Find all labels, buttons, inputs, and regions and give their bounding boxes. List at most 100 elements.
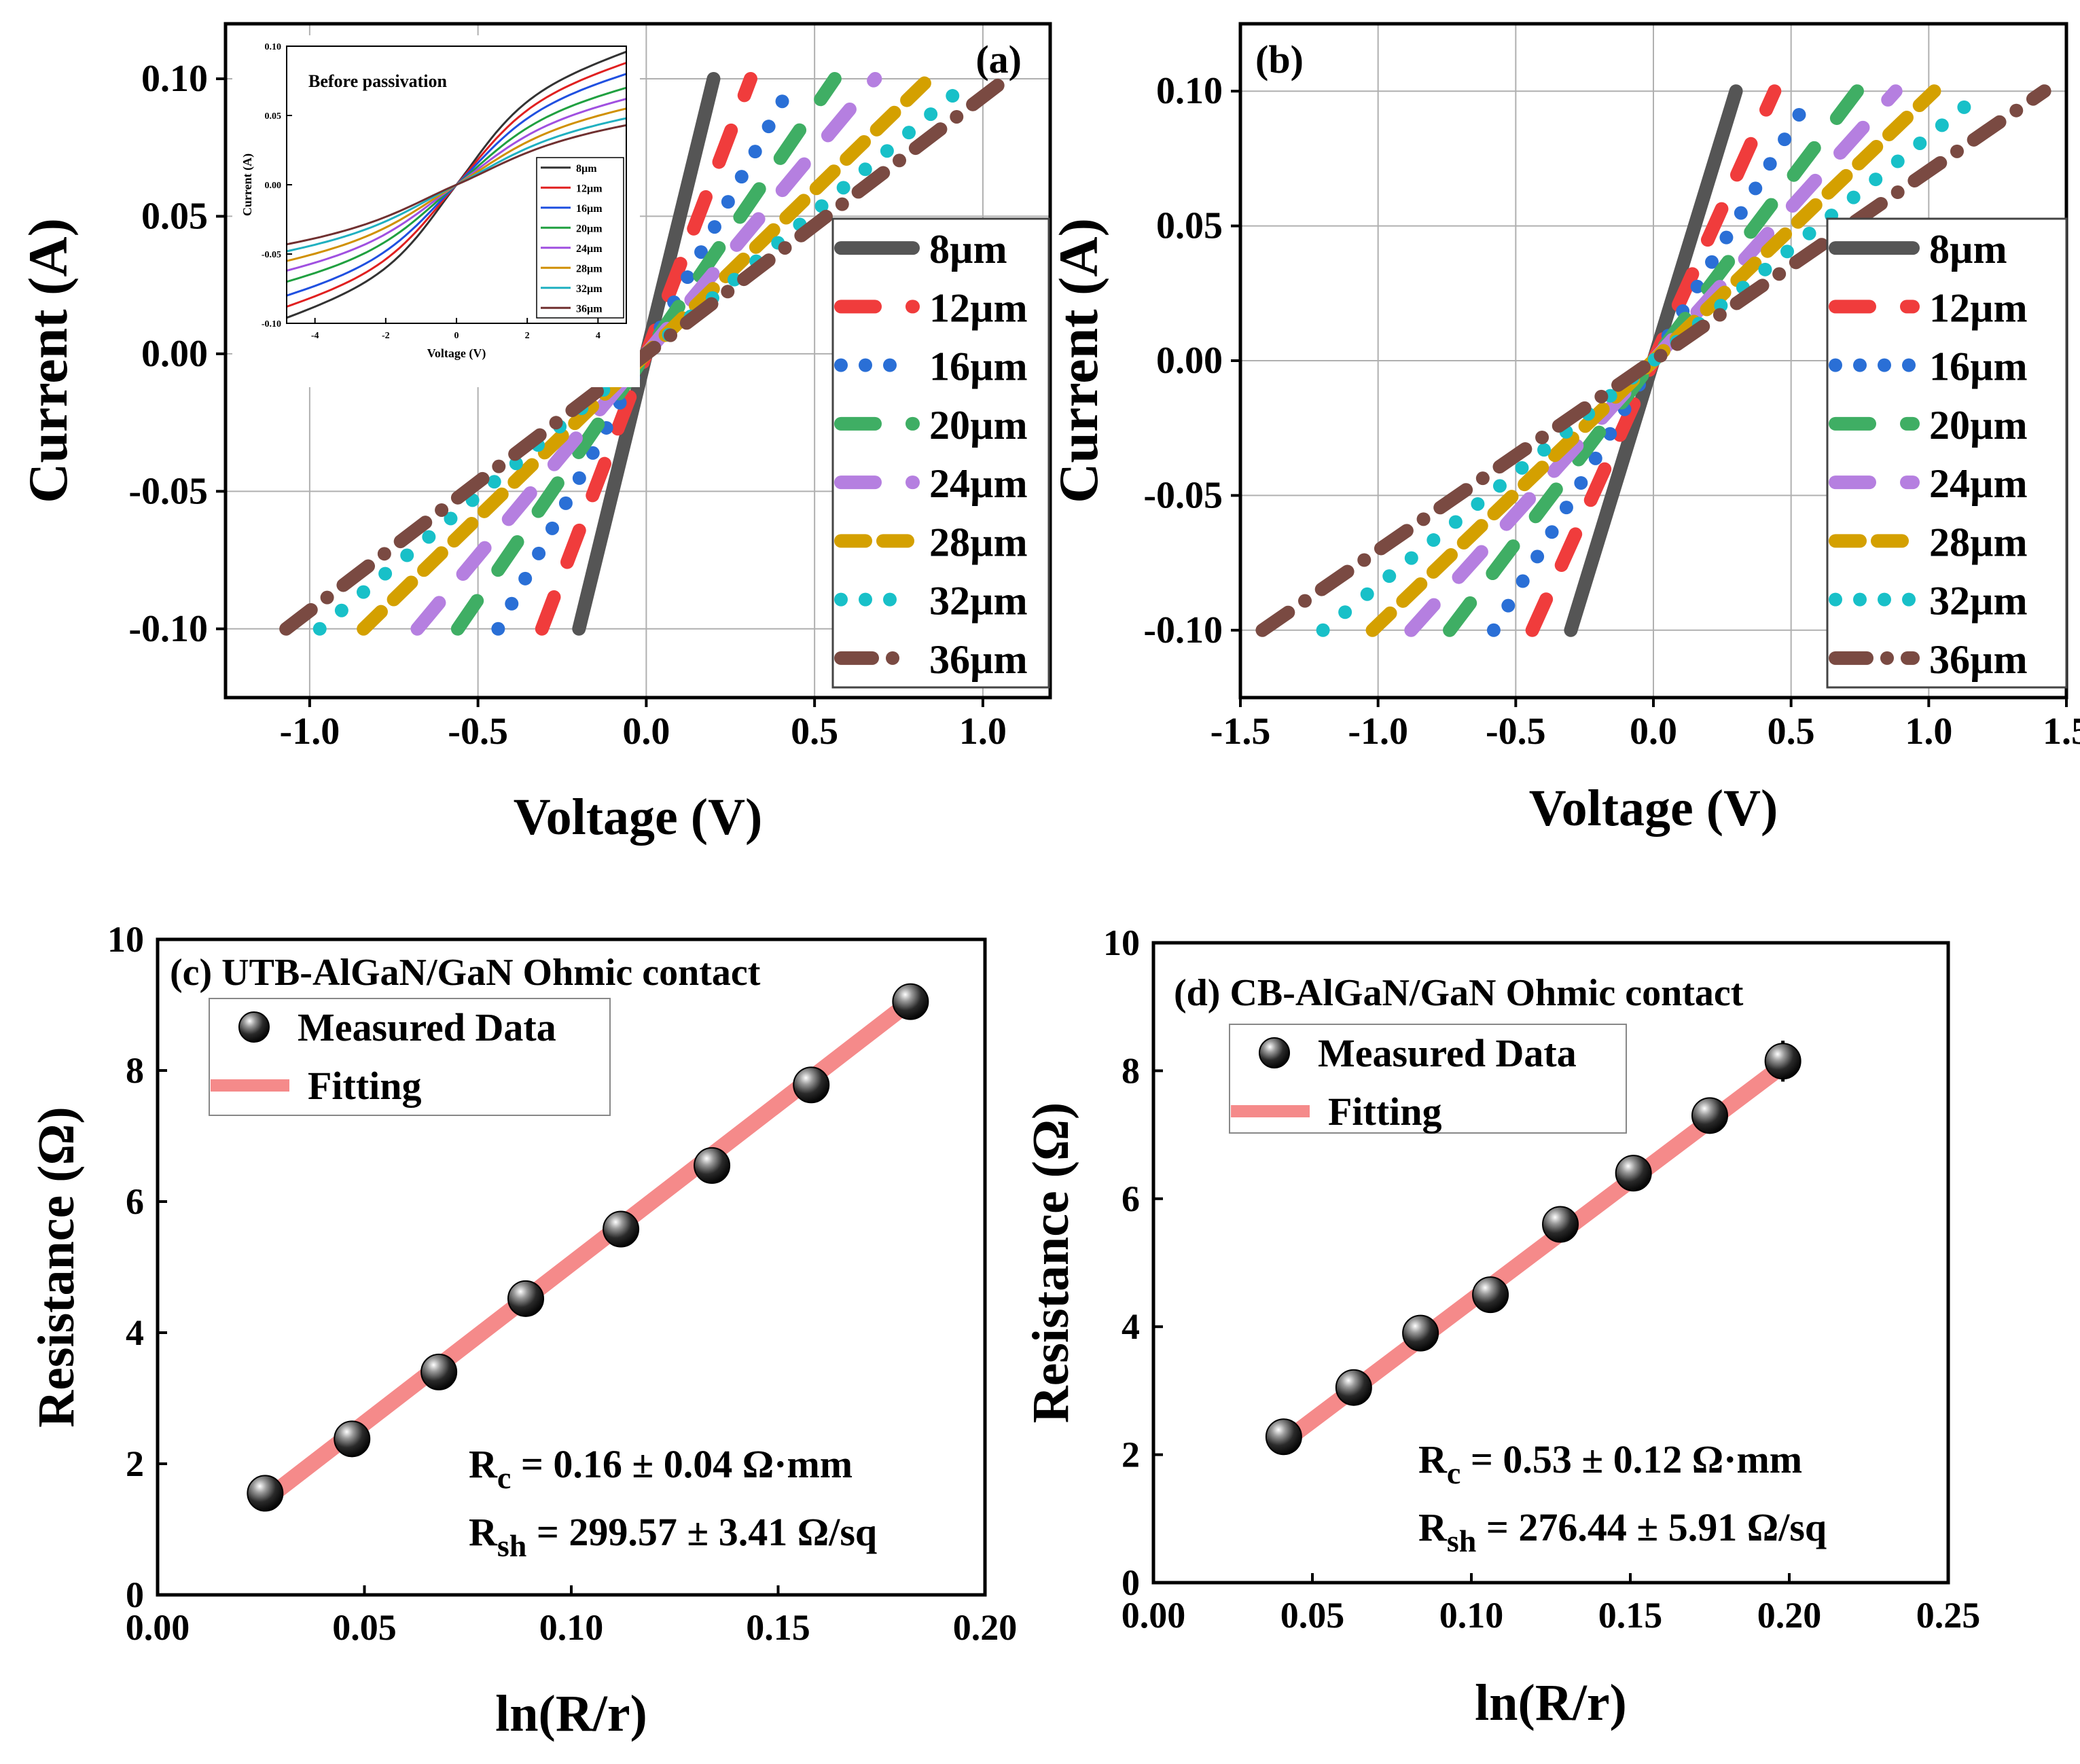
y-tick-label: 0.10 bbox=[1156, 70, 1223, 112]
plot-frame bbox=[223, 22, 1052, 700]
x-tick-label: 0.05 bbox=[332, 1607, 397, 1648]
y-tick-label: 8 bbox=[1122, 1050, 1140, 1091]
y-tick-label: -0.05 bbox=[128, 470, 208, 512]
inset-x-axis-label: Voltage (V) bbox=[427, 346, 486, 361]
y-axis-label: Current (A) bbox=[1047, 218, 1109, 503]
legend-label-1: 8µm bbox=[929, 227, 1007, 272]
data-point-5 bbox=[603, 1210, 640, 1248]
data-point-3 bbox=[1402, 1314, 1439, 1352]
x-tick-label: -0.5 bbox=[448, 710, 508, 753]
x-tick-label: -1.0 bbox=[280, 710, 340, 753]
legend-box bbox=[1826, 217, 2068, 689]
x-tick-label: 0.10 bbox=[539, 1607, 604, 1648]
y-tick-label: 0 bbox=[126, 1574, 144, 1615]
inset-x-tick-label: -4 bbox=[311, 331, 319, 341]
inset-legend-label-3: 16µm bbox=[576, 203, 603, 215]
panel-label: (b) bbox=[1255, 37, 1304, 82]
x-tick-label: 0.00 bbox=[1122, 1595, 1186, 1636]
inset-y-tick-label: 0.05 bbox=[265, 111, 282, 122]
inset-y-tick-label: 0.10 bbox=[265, 42, 282, 52]
y-tick-label: 0 bbox=[1122, 1562, 1140, 1603]
x-tick-label: 0.0 bbox=[622, 710, 670, 753]
inset-y-tick-label: -0.10 bbox=[262, 319, 281, 329]
inset-legend-label-5: 24µm bbox=[576, 243, 603, 255]
inset-y-tick-label: 0.00 bbox=[265, 181, 282, 191]
data-point-7 bbox=[793, 1066, 830, 1104]
annotation-rc-subscript: c bbox=[1447, 1456, 1460, 1490]
x-tick-label: 1.0 bbox=[1905, 710, 1952, 753]
inset-x-tick-label: -2 bbox=[382, 331, 390, 341]
x-tick-label: 0.5 bbox=[1768, 710, 1815, 753]
inset-legend-label-8: 36µm bbox=[576, 303, 603, 314]
series-line-8 bbox=[279, 71, 1014, 636]
y-tick-label: 0.00 bbox=[141, 333, 208, 375]
data-point-4 bbox=[1472, 1276, 1509, 1314]
annotation-rsh-subscript: sh bbox=[497, 1528, 526, 1563]
annotation-rsh: Rsh = 299.57 ± 3.41 Ω/sq bbox=[469, 1510, 877, 1563]
data-point-3 bbox=[420, 1353, 458, 1390]
x-tick-label: 0.15 bbox=[1598, 1595, 1663, 1636]
y-tick-label: -0.10 bbox=[1143, 609, 1223, 651]
panel-b: -0.10 -0.05 0.00 0.05 0.10 -1.5 -1.0 -0.5 0.0 0.5… bbox=[1047, 22, 2080, 837]
legend-label-4: 20µm bbox=[1929, 403, 2028, 448]
y-axis-label: Resistance (Ω) bbox=[28, 1106, 85, 1427]
inset-title: Before passivation bbox=[308, 71, 447, 91]
panel-title: (c) UTB-AlGaN/GaN Ohmic contact bbox=[170, 952, 761, 994]
x-axis-label: ln(R/r) bbox=[1475, 1674, 1627, 1731]
annotation-rsh: Rsh = 276.44 ± 5.91 Ω/sq bbox=[1418, 1505, 1827, 1558]
inset: -0.10 -0.05 0.00 0.05 0.10 -4 -2 0 2 4 Voltage (V)… bbox=[232, 35, 640, 387]
y-tick-label: 10 bbox=[1103, 922, 1140, 963]
legend-label-5: 24µm bbox=[929, 461, 1028, 506]
legend-label-8: 36µm bbox=[1929, 637, 2028, 682]
y-tick-label: 0.05 bbox=[141, 195, 208, 237]
y-tick-label: -0.05 bbox=[1143, 474, 1223, 516]
annotation-rsh-value: = 276.44 ± 5.91 Ω/sq bbox=[1476, 1505, 1827, 1549]
inset-x-tick-label: 4 bbox=[596, 331, 600, 341]
inset-legend-label-6: 28µm bbox=[576, 263, 603, 274]
inset-y-tick-label: -0.05 bbox=[262, 250, 281, 260]
legend-label-8: 36µm bbox=[929, 637, 1028, 682]
annotation-rsh-symbol: R bbox=[1418, 1505, 1448, 1549]
panel-c: 0 2 4 6 8 10 0.00 0.05 0.10 0.15 0.20 ln(R/r) Resist… bbox=[28, 919, 1017, 1742]
y-tick-label: 6 bbox=[1122, 1178, 1140, 1219]
legend-label-6: 28µm bbox=[929, 520, 1028, 564]
y-tick-label: 0.00 bbox=[1156, 340, 1223, 382]
y-tick-label: -0.10 bbox=[128, 608, 208, 650]
x-axis-label: Voltage (V) bbox=[514, 789, 763, 846]
annotation-rsh-subscript: sh bbox=[1447, 1524, 1476, 1558]
legend-label-fitting: Fitting bbox=[1328, 1090, 1442, 1134]
data-point-2 bbox=[1335, 1369, 1372, 1406]
inset-legend-box bbox=[536, 157, 624, 319]
data-point-7 bbox=[1691, 1097, 1728, 1134]
legend-label-fitting: Fitting bbox=[308, 1064, 422, 1108]
x-tick-label: 0.5 bbox=[791, 710, 838, 753]
x-tick-label: -1.0 bbox=[1348, 710, 1408, 753]
annotation-rc: Rc = 0.53 ± 0.12 Ω·mm bbox=[1418, 1437, 1802, 1490]
y-tick-label: 10 bbox=[107, 919, 144, 960]
y-tick-label: 6 bbox=[126, 1181, 144, 1222]
annotation-rc-symbol: R bbox=[469, 1442, 498, 1486]
x-tick-label: 0.05 bbox=[1280, 1595, 1345, 1636]
legend-label-4: 20µm bbox=[929, 403, 1028, 448]
data-point-5 bbox=[1542, 1206, 1579, 1243]
legend: 8µm 12µm 16µm 20µm 24µm 28µm 32µm 36µm bbox=[831, 217, 1050, 689]
inset-legend-label-4: 20µm bbox=[576, 223, 603, 234]
inset-legend-label-2: 12µm bbox=[576, 183, 603, 194]
series-line-4 bbox=[450, 71, 842, 636]
series-line-8 bbox=[1255, 84, 2051, 637]
x-tick-label: 0.20 bbox=[1757, 1595, 1822, 1636]
x-tick-label: -1.5 bbox=[1211, 710, 1271, 753]
legend-label-6: 28µm bbox=[1929, 520, 2028, 564]
inset-x-tick-label: 2 bbox=[525, 331, 530, 341]
legend-label-5: 24µm bbox=[1929, 461, 2028, 506]
annotation-rsh-symbol: R bbox=[469, 1510, 498, 1554]
panel-d: 0 2 4 6 8 10 0.00 0.05 0.10 0.15 0.20 0.25 ln(R/r) Re… bbox=[1022, 922, 1980, 1731]
annotation-rc-value: = 0.16 ± 0.04 Ω·mm bbox=[511, 1442, 853, 1486]
legend-label-7: 32µm bbox=[929, 579, 1028, 624]
data-point-8 bbox=[1764, 1043, 1801, 1080]
data-point-4 bbox=[507, 1280, 545, 1317]
annotation-rc-subscript: c bbox=[497, 1460, 511, 1495]
annotation-rsh-value: = 299.57 ± 3.41 Ω/sq bbox=[526, 1510, 877, 1554]
x-tick-label: 1.5 bbox=[2043, 710, 2080, 753]
